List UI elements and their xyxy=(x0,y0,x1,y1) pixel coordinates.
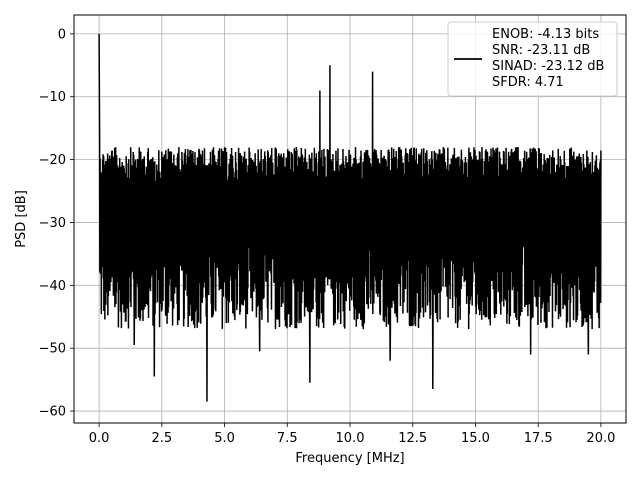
x-tick-label: 20.0 xyxy=(586,431,615,446)
legend-entry-sinad: SINAD: -23.12 dB xyxy=(492,59,604,74)
y-tick-label: −30 xyxy=(39,216,66,231)
x-tick-label: 17.5 xyxy=(524,431,553,446)
x-tick-label: 15.0 xyxy=(461,431,490,446)
legend-entry-snr: SNR: -23.11 dB xyxy=(492,43,590,58)
y-tick-label: −60 xyxy=(39,405,66,420)
legend-box xyxy=(447,21,618,97)
y-axis-ticks: 0 −10 −20 −30 −40 −50 −60 xyxy=(39,27,74,420)
y-tick-label: −10 xyxy=(39,90,66,105)
x-tick-label: 10.0 xyxy=(336,431,365,446)
y-tick-label: −20 xyxy=(39,153,66,168)
legend-entry-enob: ENOB: -4.13 bits xyxy=(492,27,599,42)
x-axis-label: Frequency [MHz] xyxy=(295,451,404,466)
x-tick-label: 7.5 xyxy=(277,431,298,446)
x-tick-label: 0.0 xyxy=(89,431,110,446)
x-tick-label: 5.0 xyxy=(214,431,235,446)
x-tick-label: 2.5 xyxy=(151,431,172,446)
y-tick-label: −50 xyxy=(39,342,66,357)
legend-entry-sfdr: SFDR: 4.71 xyxy=(492,75,564,90)
legend: ENOB: -4.13 bits SNR: -23.11 dB SINAD: -… xyxy=(447,21,618,97)
y-tick-label: −40 xyxy=(39,279,66,294)
y-axis-label: PSD [dB] xyxy=(14,190,29,248)
psd-series-line xyxy=(98,33,602,402)
x-tick-label: 12.5 xyxy=(398,431,427,446)
plot-area xyxy=(98,33,602,402)
y-tick-label: 0 xyxy=(58,27,66,42)
x-axis-ticks: 0.0 2.5 5.0 7.5 10.0 12.5 15.0 17.5 20.0 xyxy=(89,423,615,446)
